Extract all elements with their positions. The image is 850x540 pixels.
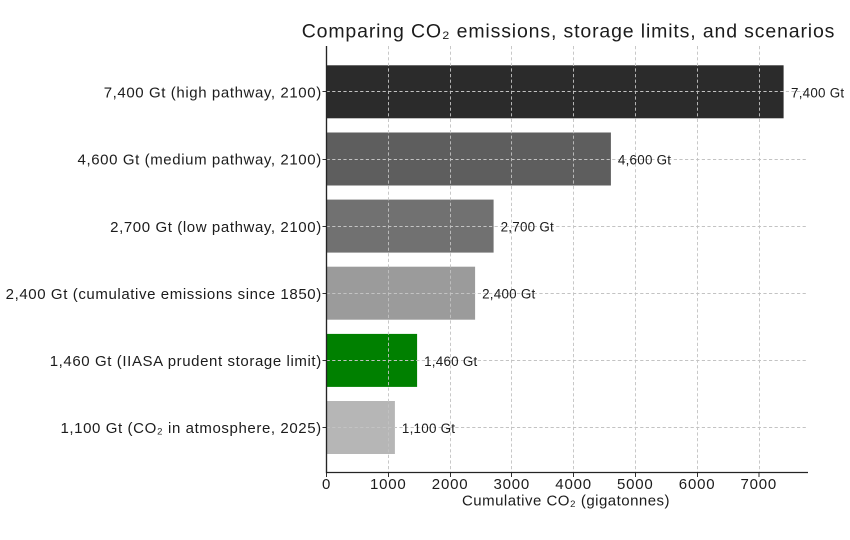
svg-text:1,100 Gt (CO₂ in atmosphere, 2: 1,100 Gt (CO₂ in atmosphere, 2025) [60,420,321,437]
svg-text:3000: 3000 [494,476,531,493]
svg-text:Cumulative CO₂ (gigatonnes): Cumulative CO₂ (gigatonnes) [462,493,670,510]
svg-text:1000: 1000 [370,476,407,493]
svg-text:1,100 Gt: 1,100 Gt [402,421,455,436]
svg-text:2000: 2000 [432,476,469,493]
svg-text:4,600 Gt (medium pathway, 2100: 4,600 Gt (medium pathway, 2100) [78,152,322,169]
svg-text:0: 0 [322,476,331,493]
svg-text:7000: 7000 [741,476,778,493]
svg-text:1,460 Gt: 1,460 Gt [424,354,477,369]
svg-text:4,600 Gt: 4,600 Gt [618,153,671,168]
svg-text:5000: 5000 [617,476,654,493]
svg-text:7,400 Gt: 7,400 Gt [791,85,844,100]
svg-text:4000: 4000 [555,476,592,493]
svg-text:7,400 Gt (high pathway, 2100): 7,400 Gt (high pathway, 2100) [104,85,322,102]
svg-text:2,400 Gt (cumulative emissions: 2,400 Gt (cumulative emissions since 185… [6,286,322,303]
svg-text:2,700 Gt: 2,700 Gt [501,220,554,235]
svg-text:1,460 Gt (IIASA prudent storag: 1,460 Gt (IIASA prudent storage limit) [50,353,322,370]
svg-text:Comparing CO₂ emissions, stora: Comparing CO₂ emissions, storage limits,… [302,21,836,43]
svg-text:2,400 Gt: 2,400 Gt [482,287,535,302]
svg-text:6000: 6000 [679,476,716,493]
svg-text:2,700 Gt (low pathway, 2100): 2,700 Gt (low pathway, 2100) [110,219,322,236]
